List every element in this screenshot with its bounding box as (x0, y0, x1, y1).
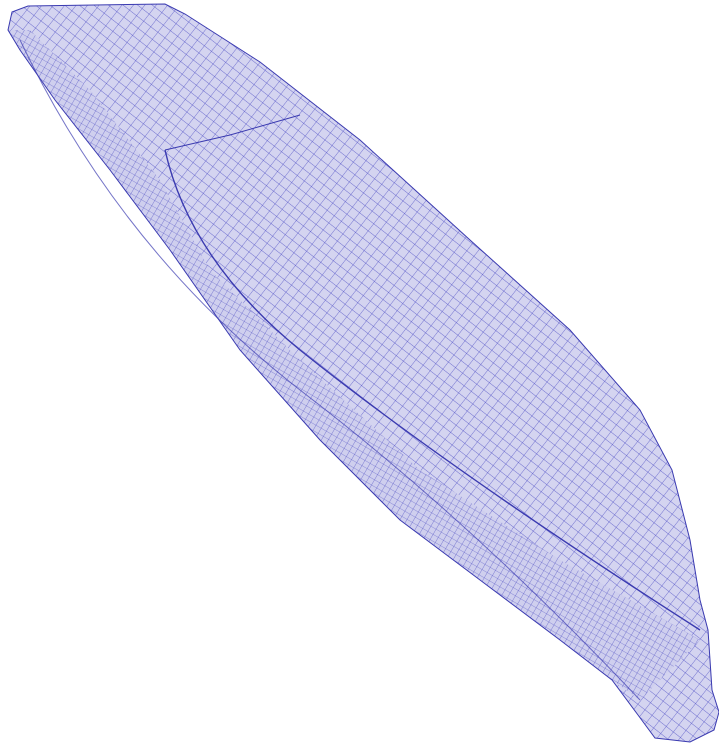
deck-edge (164, 114, 301, 151)
hull-outline (7, 3, 719, 743)
keel-line (19, 39, 641, 701)
chine-line (164, 149, 701, 631)
